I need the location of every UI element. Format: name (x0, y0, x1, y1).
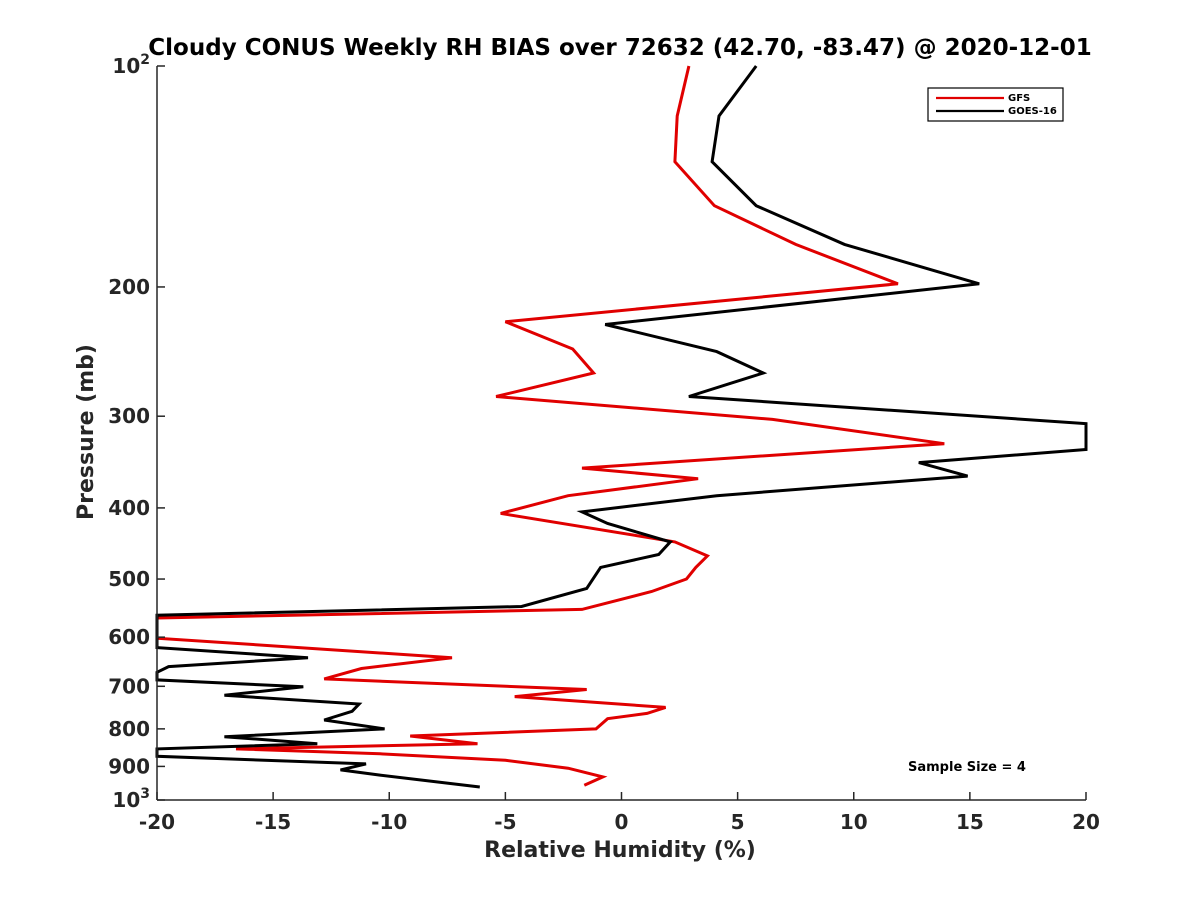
x-axis-label: Relative Humidity (%) (484, 838, 756, 863)
y-tick-label: 102 (112, 52, 150, 78)
x-tick-label: 5 (731, 810, 745, 834)
y-tick-label: 300 (108, 404, 150, 428)
y-tick-label: 500 (108, 567, 150, 591)
chart-title: Cloudy CONUS Weekly RH BIAS over 72632 (… (148, 35, 1091, 61)
series-line-goes-16 (155, 65, 1088, 789)
y-tick-label: 700 (108, 674, 150, 698)
x-tick-label: 20 (1072, 810, 1100, 834)
legend-label-gfs: GFS (1008, 93, 1030, 104)
y-tick-label: 900 (108, 754, 150, 778)
y-axis-label: Pressure (mb) (74, 344, 99, 520)
x-tick-label: 10 (840, 810, 868, 834)
y-tick-label: 103 (112, 786, 150, 812)
y-tick-label: 800 (108, 717, 150, 741)
x-tick-label: -20 (139, 810, 175, 834)
x-tick-label: -5 (494, 810, 516, 834)
x-tick-label: 0 (615, 810, 629, 834)
y-tick-label: 600 (108, 625, 150, 649)
legend: GFS GOES-16 (927, 87, 1064, 122)
legend-box (927, 87, 1064, 122)
sample-size-annotation: Sample Size = 4 (908, 760, 1026, 775)
x-tick-label: -15 (255, 810, 291, 834)
legend-label-goes16: GOES-16 (1008, 106, 1057, 117)
x-tick-label: 15 (956, 810, 984, 834)
x-tick-label: -10 (371, 810, 407, 834)
series-layer (155, 65, 1088, 789)
series-line-gfs (155, 65, 945, 787)
y-tick-label: 200 (108, 275, 150, 299)
axes-layer: -20 -15 -10 -5 0 5 10 15 20 102 200 300 400 500 600 700… (108, 52, 1100, 834)
y-tick-label: 400 (108, 496, 150, 520)
